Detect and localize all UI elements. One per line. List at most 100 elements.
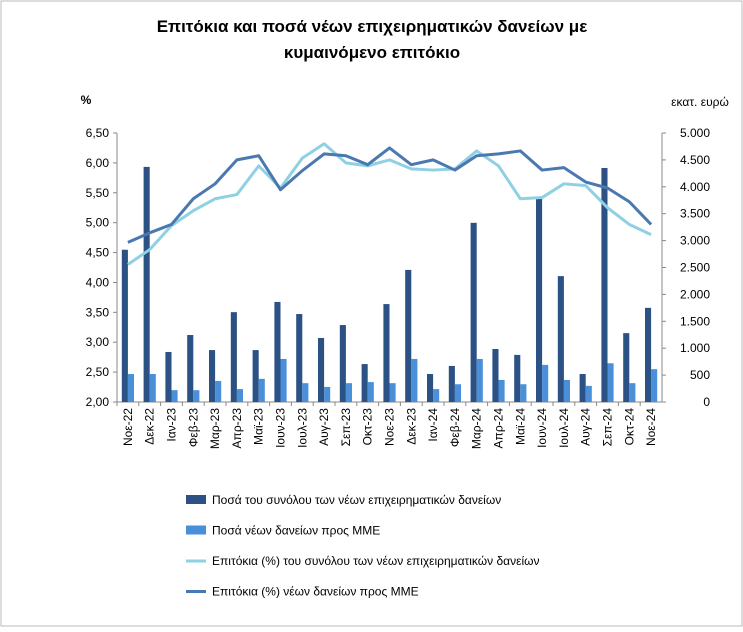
y-tick-label: 6,00 xyxy=(86,156,110,170)
y2-tick-label: 3.500 xyxy=(680,207,710,221)
y-tick-label: 4,50 xyxy=(86,246,110,260)
legend-swatch xyxy=(186,495,206,504)
y-tick-label: 2,50 xyxy=(86,365,110,379)
bar xyxy=(579,374,586,402)
y-tick-label: 5,50 xyxy=(86,186,110,200)
x-tick-label: Αυγ-23 xyxy=(317,408,331,446)
bar xyxy=(535,197,543,402)
line xyxy=(127,142,652,266)
bar xyxy=(601,167,608,402)
legend-label: Ποσά του συνόλου των νέων επιχειρηματικώ… xyxy=(212,493,501,507)
line xyxy=(127,146,653,244)
bar xyxy=(367,382,374,402)
bar xyxy=(542,364,549,402)
x-tick-label: Σεπ-24 xyxy=(601,408,615,447)
y2-axis-title: εκατ. ευρώ xyxy=(671,95,729,109)
bar xyxy=(324,386,331,402)
x-tick-label: Ιουλ-23 xyxy=(295,408,309,448)
bar xyxy=(361,364,368,402)
y2-tick-label: 2.000 xyxy=(680,287,710,301)
bar xyxy=(514,354,521,402)
bar xyxy=(448,365,455,402)
bar xyxy=(296,314,303,402)
bar xyxy=(563,379,571,402)
bar xyxy=(607,363,614,402)
bar xyxy=(187,335,194,402)
bar xyxy=(492,349,499,402)
y2-tick-label: 5.000 xyxy=(680,126,710,140)
bar xyxy=(411,358,418,402)
bar xyxy=(274,301,281,402)
legend-label: Ποσά νέων δανείων προς ΜΜΕ xyxy=(212,524,380,538)
y2-tick-label: 0 xyxy=(703,395,710,409)
x-tick-label: Ιουλ-24 xyxy=(557,408,571,448)
bar xyxy=(252,350,259,402)
y-tick-label: 3,50 xyxy=(86,305,110,319)
x-tick-label: Νοε-23 xyxy=(383,408,397,446)
x-tick-label: Φεβ-23 xyxy=(186,408,200,447)
bar xyxy=(193,390,200,402)
y2-tick-label: 1.000 xyxy=(680,341,710,355)
bar xyxy=(454,384,462,402)
bar xyxy=(149,374,156,402)
chart-title: Επιτόκια και ποσά νέων επιχειρηματικών δ… xyxy=(157,17,588,36)
bar xyxy=(143,166,150,402)
y-tick-label: 2,00 xyxy=(86,395,110,409)
bar xyxy=(629,383,636,402)
y2-tick-label: 2.500 xyxy=(680,261,710,275)
bar xyxy=(302,383,309,402)
x-tick-label: Ιουν-23 xyxy=(274,408,288,448)
bar xyxy=(585,385,592,402)
bar xyxy=(470,222,477,402)
bar xyxy=(236,389,244,402)
y2-tick-label: 4.500 xyxy=(680,153,710,167)
legend-label: Επιτόκια (%) του συνόλου των νέων επιχει… xyxy=(212,554,540,568)
y2-tick-label: 3.000 xyxy=(680,234,710,248)
bar xyxy=(383,304,390,402)
bar xyxy=(339,325,346,402)
bar xyxy=(557,276,564,402)
y-tick-label: 6,50 xyxy=(86,126,110,140)
x-tick-label: Σεπ-23 xyxy=(339,408,353,447)
bar xyxy=(389,383,396,402)
bar xyxy=(127,374,135,402)
legend-swatch xyxy=(186,525,206,535)
bar xyxy=(215,381,222,402)
bar xyxy=(121,249,128,402)
x-tick-label: Μαϊ-23 xyxy=(252,408,266,445)
bar xyxy=(433,389,440,402)
x-tick-label: Φεβ-24 xyxy=(448,408,462,447)
y-tick-label: 4,00 xyxy=(86,275,110,289)
x-tick-label: Οκτ-24 xyxy=(622,408,636,446)
y-tick-label: 5,00 xyxy=(86,216,110,230)
x-tick-label: Ιαν-23 xyxy=(165,408,179,442)
bar xyxy=(520,384,527,402)
x-tick-label: Αυγ-24 xyxy=(579,408,593,446)
bar xyxy=(230,312,237,402)
bar xyxy=(165,351,172,402)
bar xyxy=(280,358,287,402)
x-tick-label: Απρ-23 xyxy=(230,408,244,449)
bar xyxy=(317,337,325,402)
x-tick-label: Νοε-22 xyxy=(121,408,135,446)
bar xyxy=(258,378,265,402)
bar xyxy=(345,383,353,402)
bar xyxy=(426,374,434,402)
x-tick-label: Δεκ-23 xyxy=(404,408,418,445)
x-tick-label: Μαϊ-24 xyxy=(513,408,527,445)
x-tick-label: Ιαν-24 xyxy=(426,408,440,442)
x-tick-label: Νοε-24 xyxy=(644,408,658,446)
y-axis-title: % xyxy=(81,93,92,107)
bar xyxy=(651,369,658,402)
x-tick-label: Μαρ-23 xyxy=(208,408,222,449)
y2-tick-label: 1.500 xyxy=(680,314,710,328)
x-tick-label: Ιουν-24 xyxy=(535,408,549,448)
bar xyxy=(405,269,412,402)
y2-tick-label: 4.000 xyxy=(680,180,710,194)
bar xyxy=(623,333,630,402)
x-tick-label: Οκτ-23 xyxy=(361,408,375,446)
x-tick-label: Μαρ-24 xyxy=(470,408,484,449)
x-tick-label: Δεκ-22 xyxy=(143,408,157,445)
bar xyxy=(644,307,652,402)
